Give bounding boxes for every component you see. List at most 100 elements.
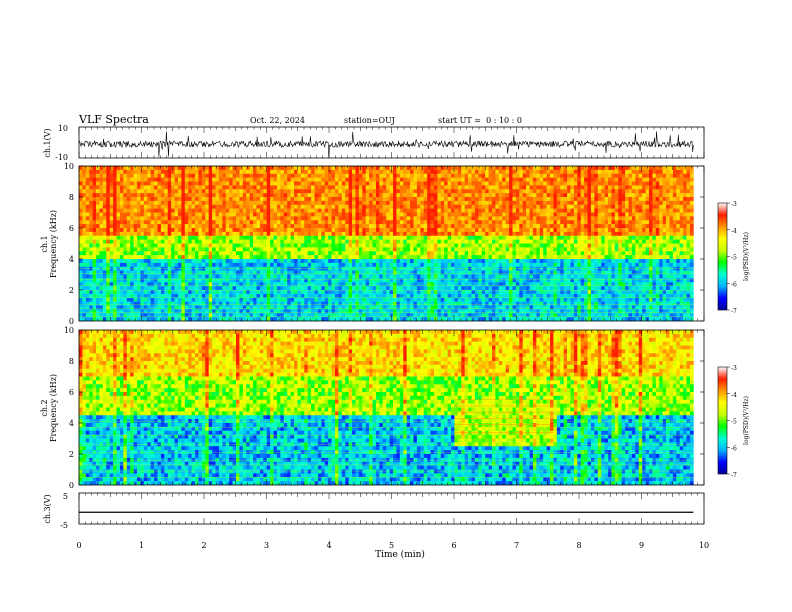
spectrogram-cell bbox=[430, 197, 435, 202]
spectrogram-cell bbox=[447, 181, 452, 186]
spectrogram-cell bbox=[225, 247, 230, 252]
spectrogram-cell bbox=[297, 259, 302, 264]
spectrogram-cell bbox=[96, 266, 100, 271]
spectrogram-cell bbox=[352, 293, 356, 299]
spectrogram-cell bbox=[212, 243, 216, 248]
spectrogram-cell bbox=[256, 313, 261, 318]
spectrogram-cell bbox=[130, 235, 134, 240]
spectrogram-cell bbox=[382, 317, 387, 321]
spectrogram-cell bbox=[474, 247, 479, 252]
spectrogram-cell bbox=[253, 243, 257, 248]
spectrogram-cell bbox=[195, 243, 199, 248]
spectrogram-cell bbox=[433, 243, 438, 248]
spectrogram-cell bbox=[355, 259, 360, 264]
spectrogram-cell bbox=[188, 293, 192, 299]
spectrogram-cell bbox=[358, 204, 363, 209]
spectrogram-cell bbox=[324, 220, 329, 225]
spectrogram-cell bbox=[464, 204, 469, 209]
spectrogram-cell bbox=[143, 274, 148, 279]
spectrogram-cell bbox=[239, 235, 244, 240]
spectrogram-cell bbox=[276, 228, 281, 233]
spectrogram-cell bbox=[225, 317, 230, 321]
spectrogram-cell bbox=[270, 189, 274, 194]
spectrogram-cell bbox=[181, 317, 186, 321]
spectrogram-cell bbox=[461, 297, 465, 302]
spectrogram-cell bbox=[242, 262, 247, 268]
spectrogram-cell bbox=[451, 181, 455, 186]
spectrogram-cell bbox=[222, 204, 227, 209]
spectrogram-cell bbox=[375, 204, 380, 209]
spectrogram-cell bbox=[502, 185, 506, 190]
spectrogram-cell bbox=[89, 216, 93, 221]
spectrogram-cell bbox=[276, 169, 281, 175]
spectrogram-cell bbox=[263, 239, 268, 244]
spectrogram-cell bbox=[140, 177, 145, 182]
spectrogram-cell bbox=[147, 212, 151, 217]
spectrogram-cell bbox=[246, 193, 250, 198]
spectrogram-cell bbox=[369, 247, 373, 252]
spectrogram-cell bbox=[123, 239, 128, 244]
spectrogram-cell bbox=[270, 181, 274, 186]
spectrogram-cell bbox=[297, 313, 302, 318]
spectrogram-cell bbox=[345, 305, 349, 310]
spectrogram-cell bbox=[222, 262, 227, 268]
spectrogram-cell bbox=[457, 274, 462, 279]
spectrogram-cell bbox=[147, 286, 151, 291]
spectrogram-cell bbox=[222, 313, 227, 318]
spectrogram-cell bbox=[440, 169, 445, 175]
spectrogram-cell bbox=[461, 228, 465, 233]
spectrogram-cell bbox=[171, 197, 175, 202]
spectrogram-cell bbox=[341, 282, 346, 287]
spectrogram-cell bbox=[474, 255, 479, 260]
spectrogram-cell bbox=[386, 239, 390, 244]
spectrogram-cell bbox=[116, 313, 121, 318]
spectrogram-cell bbox=[225, 239, 230, 244]
spectrogram-cell bbox=[321, 212, 326, 217]
spectrogram-cell bbox=[177, 297, 182, 302]
spectrogram-cell bbox=[300, 204, 305, 209]
spectrogram-cell bbox=[304, 220, 308, 225]
spectrogram-cell bbox=[430, 282, 435, 287]
spectrogram-cell bbox=[290, 208, 295, 213]
spectrogram-cell bbox=[495, 231, 500, 237]
spectrogram-cell bbox=[382, 224, 387, 229]
spectrogram-cell bbox=[365, 235, 370, 240]
spectrogram-cell bbox=[328, 259, 332, 264]
spectrogram-cell bbox=[468, 224, 472, 229]
spectrogram-cell bbox=[386, 301, 390, 306]
spectrogram-cell bbox=[99, 231, 104, 237]
spectrogram-cell bbox=[352, 200, 356, 206]
spectrogram-cell bbox=[283, 177, 288, 182]
spectrogram-cell bbox=[430, 262, 435, 268]
spectrogram-cell bbox=[276, 185, 281, 190]
spectrogram-cell bbox=[495, 255, 500, 260]
spectrogram-cell bbox=[461, 239, 465, 244]
spectrogram-cell bbox=[485, 286, 489, 291]
spectrogram-cell bbox=[195, 173, 199, 178]
spectrogram-cell bbox=[338, 266, 343, 271]
spectrogram-cell bbox=[341, 317, 346, 321]
spectrogram-cell bbox=[154, 204, 158, 209]
spectrogram-cell bbox=[471, 301, 476, 306]
spectrogram-cell bbox=[352, 251, 356, 256]
spectrogram-cell bbox=[375, 231, 380, 237]
spectrogram-cell bbox=[266, 166, 271, 171]
spectrogram-cell bbox=[365, 212, 370, 217]
spectrogram-cell bbox=[116, 282, 121, 287]
spectrogram-cell bbox=[157, 204, 162, 209]
spectrogram-cell bbox=[488, 313, 493, 318]
spectrogram-cell bbox=[201, 262, 206, 268]
spectrogram-cell bbox=[273, 189, 278, 194]
spectrogram-cell bbox=[317, 259, 322, 264]
spectrogram-cell bbox=[116, 166, 121, 171]
spectrogram-cell bbox=[314, 297, 319, 302]
spectrogram-cell bbox=[488, 224, 493, 229]
spectrogram-cell bbox=[147, 177, 151, 182]
spectrogram-cell bbox=[440, 251, 445, 256]
spectrogram-cell bbox=[256, 169, 261, 175]
spectrogram-cell bbox=[119, 282, 124, 287]
spectrogram-cell bbox=[492, 189, 496, 194]
spectrogram-cell bbox=[280, 173, 285, 178]
spectrogram-cell bbox=[437, 204, 442, 209]
spectrogram-cell bbox=[471, 169, 476, 175]
